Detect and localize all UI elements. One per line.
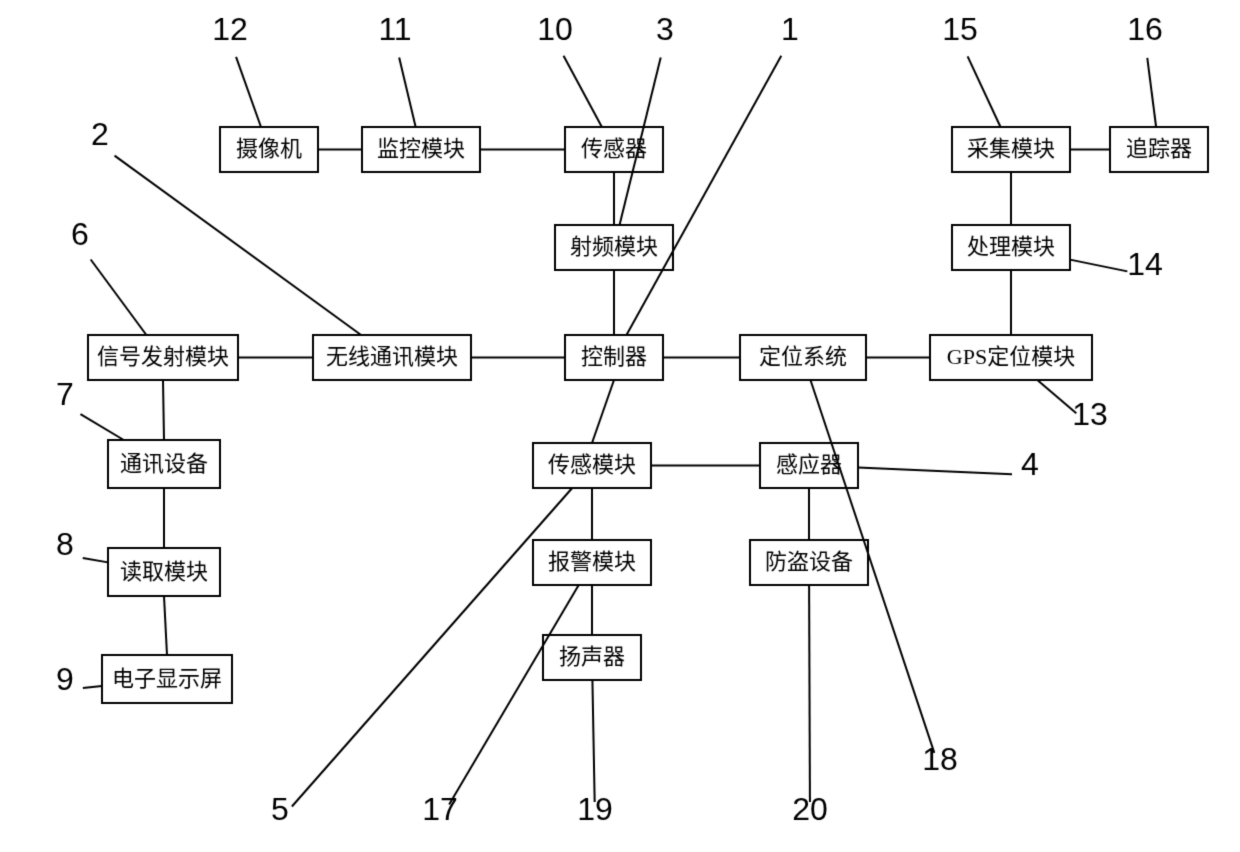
- block-diagram-canvas: [0, 0, 1240, 852]
